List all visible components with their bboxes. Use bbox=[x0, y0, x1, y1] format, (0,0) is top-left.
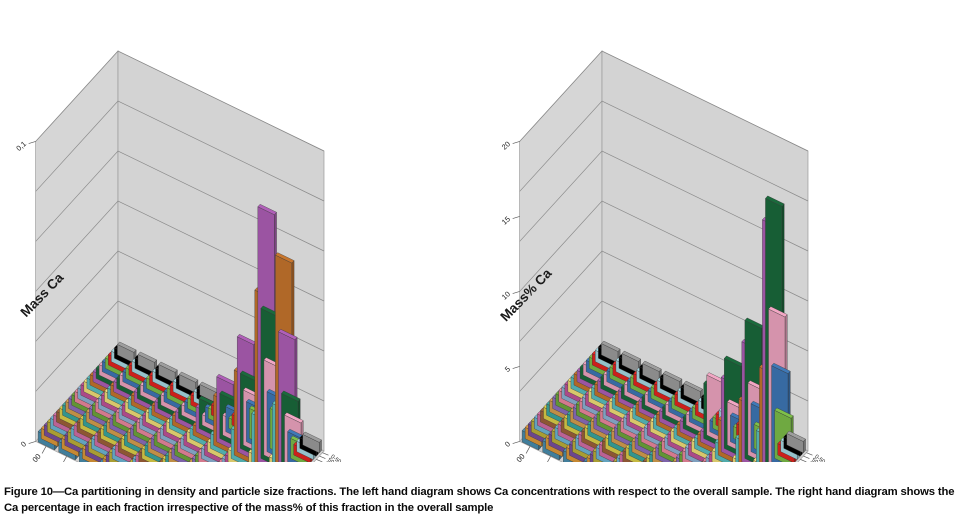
bar-face-top bbox=[236, 334, 257, 345]
gridline bbox=[35, 100, 325, 202]
bar-face-top bbox=[117, 341, 137, 353]
y-tick bbox=[319, 455, 326, 459]
bar-face-front bbox=[583, 460, 588, 462]
bar-face-top bbox=[302, 431, 322, 443]
z-tick bbox=[512, 216, 520, 219]
bar-face-top bbox=[278, 329, 298, 340]
x-tick-label: <3.00 bbox=[508, 452, 527, 462]
bar-face-top bbox=[765, 195, 785, 207]
bar-face-top bbox=[284, 412, 304, 424]
bar-face-top bbox=[281, 390, 301, 402]
bar-3d bbox=[662, 370, 683, 394]
z-tick bbox=[512, 366, 520, 369]
z-tick bbox=[28, 141, 36, 144]
bar-face-top bbox=[774, 407, 794, 419]
bar-group bbox=[521, 195, 806, 462]
bar-face-top bbox=[257, 204, 277, 215]
y-tick bbox=[803, 455, 810, 459]
gridline bbox=[519, 50, 809, 152]
y-tick bbox=[316, 459, 323, 462]
bar-face-top bbox=[723, 355, 744, 367]
bar-face-top bbox=[683, 380, 703, 392]
bar-face-top bbox=[275, 252, 295, 264]
figure-caption: Figure 10—Ca partitioning in density and… bbox=[4, 486, 955, 515]
z-tick bbox=[512, 441, 520, 444]
bar-face-top bbox=[216, 374, 236, 385]
gridline bbox=[35, 200, 325, 302]
gridline bbox=[35, 50, 325, 152]
bar-face-top bbox=[199, 381, 219, 393]
x-tick bbox=[547, 456, 551, 462]
z-tick bbox=[28, 441, 36, 444]
z-tick-label: 0,1 bbox=[14, 139, 28, 153]
gridline bbox=[519, 100, 809, 202]
bar-face-top bbox=[178, 371, 199, 383]
bar-face-top bbox=[768, 306, 788, 318]
y-tick-label: 0-50 bbox=[329, 454, 342, 462]
y-tick-label: 0-50 bbox=[813, 454, 826, 462]
bar-group bbox=[37, 204, 322, 462]
gridline bbox=[519, 250, 809, 352]
bar-face-top bbox=[786, 430, 806, 442]
bar-face-top bbox=[662, 370, 683, 382]
bar-face-top bbox=[771, 362, 791, 374]
x-tick bbox=[41, 446, 47, 454]
bar-face-top bbox=[601, 340, 621, 352]
bar-face-top bbox=[621, 350, 642, 362]
z-tick bbox=[512, 141, 520, 144]
bar-face-top bbox=[137, 351, 158, 363]
z-tick-label: 5 bbox=[503, 364, 512, 373]
gridline bbox=[519, 150, 809, 252]
bar-3d bbox=[786, 430, 806, 454]
gridline bbox=[519, 200, 809, 302]
bar-3d bbox=[117, 341, 137, 364]
z-tick-label: 0 bbox=[19, 439, 28, 448]
gridline bbox=[35, 150, 325, 252]
y-tick bbox=[322, 452, 329, 456]
x-tick bbox=[63, 456, 67, 462]
x-tick bbox=[525, 446, 531, 454]
z-tick-label: 0 bbox=[503, 439, 512, 448]
z-tick bbox=[512, 291, 520, 294]
y-tick bbox=[800, 459, 807, 462]
bar-3d bbox=[302, 431, 322, 454]
y-tick bbox=[806, 452, 813, 456]
x-tick-label: <3.00 bbox=[24, 452, 43, 462]
z-tick-label: 15 bbox=[500, 214, 512, 226]
z-tick-label: 20 bbox=[500, 139, 512, 151]
bar-face-top bbox=[744, 317, 764, 329]
bar-face-top bbox=[158, 361, 178, 373]
bar-face-top bbox=[642, 360, 662, 372]
